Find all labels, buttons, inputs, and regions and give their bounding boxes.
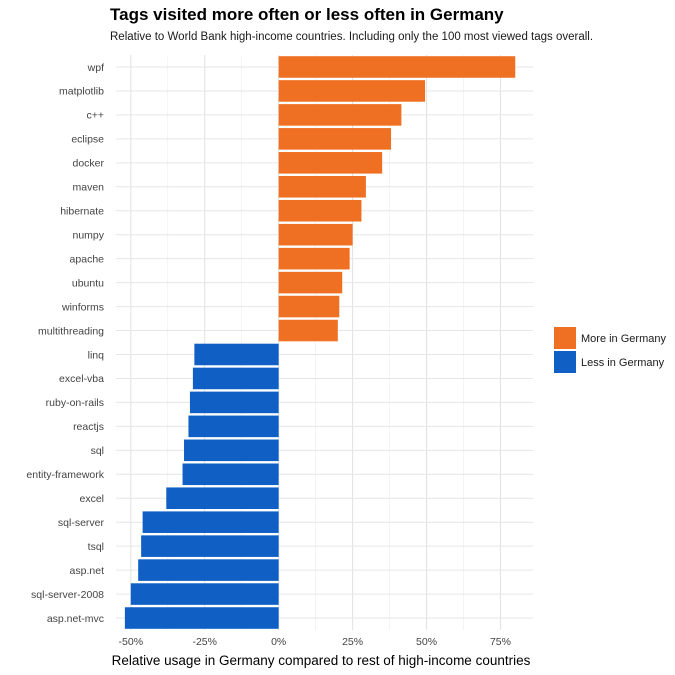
- category-label: eclipse: [71, 134, 104, 146]
- bar-tsql: [141, 535, 279, 557]
- category-label: asp.net: [70, 565, 105, 577]
- bar-excel: [166, 487, 279, 510]
- category-label: excel-vba: [59, 373, 104, 385]
- legend-swatch: [554, 351, 576, 373]
- bar-asp.net: [138, 559, 279, 581]
- bar-maven: [278, 175, 366, 198]
- bar-apache: [278, 247, 350, 270]
- bar-hibernate: [278, 199, 362, 222]
- category-label: tsql: [88, 541, 104, 553]
- category-label: matplotlib: [59, 86, 104, 98]
- bar-sql-server-2008: [130, 583, 279, 605]
- bar-multithreading: [278, 319, 338, 342]
- bar-sql: [184, 439, 279, 462]
- bar-numpy: [278, 223, 353, 246]
- category-label: ruby-on-rails: [46, 397, 104, 409]
- x-tick-label: 0%: [271, 636, 286, 648]
- category-label: wpf: [87, 62, 104, 74]
- category-label: docker: [72, 158, 104, 170]
- bar-eclipse: [278, 128, 392, 150]
- x-axis-title: Relative usage in Germany compared to re…: [112, 653, 531, 668]
- category-label: reactjs: [73, 421, 104, 433]
- bar-winforms: [278, 295, 340, 318]
- bar-linq: [194, 343, 279, 366]
- category-label: sql-server: [58, 517, 105, 529]
- bar-asp.net-mvc: [124, 607, 279, 629]
- bar-c++: [278, 104, 402, 126]
- legend: More in Germany Less in Germany: [554, 327, 666, 373]
- category-label: linq: [88, 349, 105, 361]
- x-tick-label: -50%: [119, 636, 144, 648]
- x-tick-labels: -50% -25% 0% 25% 50% 75%: [119, 636, 511, 648]
- chart-subtitle: Relative to World Bank high-income count…: [110, 31, 594, 43]
- bar-ubuntu: [278, 271, 343, 294]
- category-label: excel: [79, 493, 104, 505]
- category-label: entity-framework: [26, 469, 104, 481]
- bar-wpf: [278, 56, 516, 78]
- chart-title: Tags visited more often or less often in…: [110, 5, 504, 24]
- legend-swatch: [554, 327, 576, 349]
- bar-matplotlib: [278, 80, 426, 102]
- category-labels: wpf matplotlib c++ eclipse docker maven hibern…: [26, 62, 104, 625]
- category-label: maven: [72, 182, 104, 194]
- legend-label: Less in Germany: [581, 357, 665, 369]
- bars: [124, 56, 516, 629]
- bar-excel-vba: [192, 367, 279, 390]
- category-label: sql: [91, 445, 104, 457]
- category-label: ubuntu: [72, 277, 104, 289]
- category-label: hibernate: [60, 206, 104, 218]
- x-tick-label: 50%: [416, 636, 437, 648]
- bar-reactjs: [188, 415, 279, 438]
- legend-label: More in Germany: [581, 333, 666, 345]
- x-tick-label: 75%: [490, 636, 511, 648]
- category-label: sql-server-2008: [31, 589, 104, 601]
- bar-ruby-on-rails: [189, 391, 279, 414]
- category-label: multithreading: [38, 325, 104, 337]
- category-label: numpy: [72, 229, 104, 241]
- x-tick-label: -25%: [192, 636, 217, 648]
- category-label: winforms: [61, 301, 104, 313]
- bar-entity-framework: [182, 463, 279, 486]
- category-label: apache: [70, 253, 105, 265]
- x-tick-label: 25%: [342, 636, 363, 648]
- category-label: asp.net-mvc: [47, 613, 104, 625]
- category-label: c++: [86, 110, 104, 122]
- bar-docker: [278, 152, 383, 174]
- bar-sql-server: [142, 511, 279, 533]
